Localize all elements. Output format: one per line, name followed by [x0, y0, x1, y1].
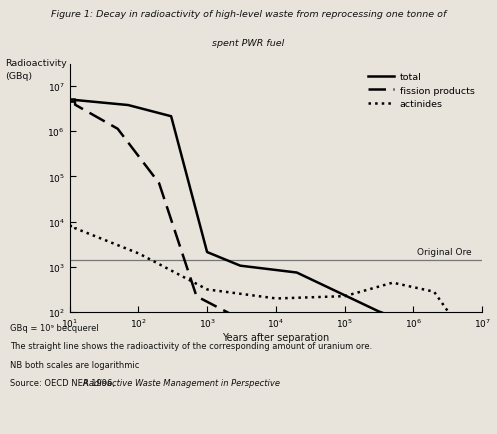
Text: Radioactive Waste Management in Perspective: Radioactive Waste Management in Perspect… — [83, 378, 280, 387]
total — [67, 98, 73, 103]
Text: NB both scales are logarithmic: NB both scales are logarithmic — [10, 360, 139, 369]
total — [256, 266, 262, 271]
Text: Radioactivity: Radioactivity — [5, 59, 67, 68]
Text: GBq = 10⁹ becquerel: GBq = 10⁹ becquerel — [10, 323, 99, 332]
total — [467, 350, 473, 355]
fission products — [467, 376, 473, 381]
X-axis label: Years after separation: Years after separation — [222, 332, 330, 342]
Text: Source: OECD NEA 1996,: Source: OECD NEA 1996, — [10, 378, 118, 387]
fission products — [67, 100, 73, 105]
actinides — [87, 232, 93, 237]
actinides — [467, 340, 473, 345]
fission products — [267, 319, 273, 324]
Text: spent PWR fuel: spent PWR fuel — [212, 39, 285, 48]
Line: actinides: actinides — [70, 227, 482, 360]
fission products — [479, 384, 485, 389]
total — [267, 267, 273, 272]
total — [87, 100, 93, 105]
Text: The straight line shows the radioactivity of the corresponding amount of uranium: The straight line shows the radioactivit… — [10, 342, 372, 351]
actinides — [392, 281, 398, 286]
Text: (GBq): (GBq) — [5, 72, 32, 81]
actinides — [267, 296, 273, 301]
total — [467, 350, 473, 355]
total — [392, 315, 398, 320]
Text: Original Ore: Original Ore — [417, 247, 472, 256]
Line: fission products: fission products — [70, 102, 482, 387]
total — [479, 374, 485, 379]
Text: Figure 1: Decay in radioactivity of high-level waste from reprocessing one tonne: Figure 1: Decay in radioactivity of high… — [51, 10, 446, 20]
Line: total: total — [70, 100, 482, 377]
fission products — [467, 376, 473, 381]
actinides — [256, 294, 262, 299]
Legend: total, fission products, actinides: total, fission products, actinides — [365, 70, 477, 112]
actinides — [67, 224, 73, 229]
fission products — [392, 340, 398, 345]
actinides — [467, 340, 473, 345]
fission products — [87, 112, 93, 117]
actinides — [479, 357, 485, 362]
fission products — [256, 318, 262, 323]
